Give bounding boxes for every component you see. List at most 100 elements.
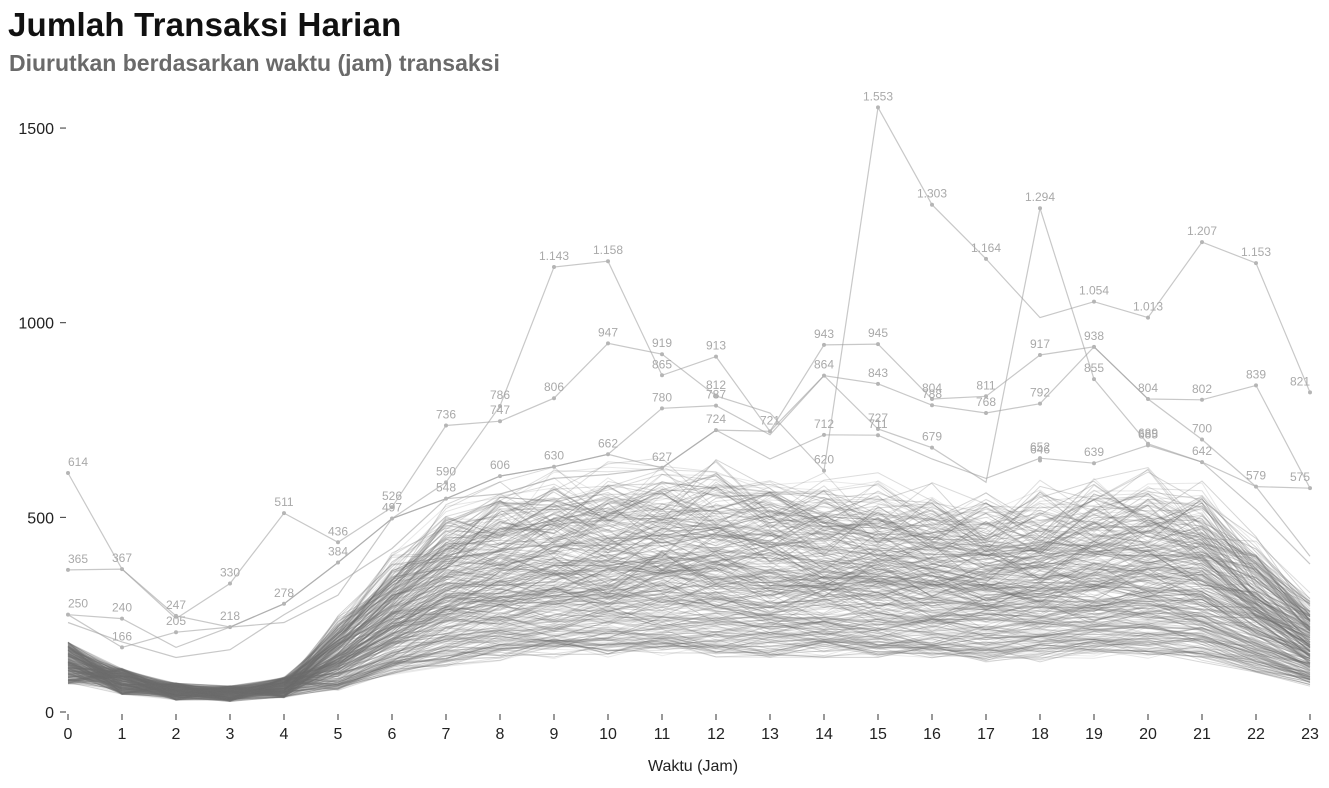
x-tick-label: 8: [496, 726, 505, 743]
bulk-series-line: [67, 548, 1311, 696]
bulk-series-line: [67, 605, 1311, 695]
bulk-series-line: [67, 568, 1311, 696]
bulk-series-line: [67, 588, 1311, 697]
point-marker: [1092, 377, 1096, 382]
bulk-series-line: [67, 618, 1311, 698]
point-label: 1.164: [971, 241, 1001, 255]
bulk-series-line: [67, 621, 1311, 699]
point-label: 679: [922, 430, 942, 444]
point-label: 205: [166, 614, 186, 628]
bulk-series-line: [67, 481, 1311, 702]
bulk-series-line: [67, 598, 1311, 699]
bulk-series-line: [67, 627, 1311, 700]
y-tick-label: 500: [27, 510, 54, 527]
point-marker: [1200, 460, 1204, 465]
bulk-series-line: [67, 492, 1311, 698]
bulk-series-line: [67, 472, 1311, 702]
bulk-series-line: [67, 552, 1311, 701]
point-label: 579: [1246, 469, 1266, 483]
point-label: 788: [922, 387, 942, 401]
bulk-series-line: [67, 537, 1311, 692]
bulk-series-line: [67, 533, 1311, 701]
point-label: 786: [490, 388, 510, 402]
bulk-series-line: [67, 536, 1311, 694]
bulk-series-line: [67, 491, 1311, 696]
bulk-series-line: [67, 557, 1311, 695]
point-label: 1.553: [863, 89, 893, 103]
point-marker: [498, 404, 502, 409]
x-tick-label: 18: [1031, 726, 1049, 743]
bulk-series-line: [67, 535, 1311, 694]
point-marker: [66, 470, 70, 475]
bulk-series-line: [67, 509, 1311, 697]
y-tick-label: 0: [45, 705, 54, 722]
bulk-series-line: [67, 634, 1311, 696]
point-label: 548: [436, 481, 456, 495]
bulk-series-line: [67, 629, 1311, 687]
bulk-series-line: [67, 582, 1311, 699]
point-label: 330: [220, 566, 240, 580]
point-label: 689: [1138, 426, 1158, 440]
bulk-series-line: [67, 554, 1311, 701]
bulk-series-line: [67, 593, 1311, 698]
bulk-series-line: [67, 554, 1311, 699]
bulk-series-line: [67, 521, 1311, 695]
x-tick-label: 10: [599, 726, 617, 743]
x-tick-label: 16: [923, 726, 941, 743]
point-marker: [174, 613, 178, 618]
x-tick-label: 11: [654, 726, 671, 743]
bulk-series-line: [67, 581, 1311, 697]
bulk-series-line: [67, 481, 1311, 698]
bulk-series-line: [67, 641, 1311, 701]
bulk-series-line: [67, 501, 1311, 696]
bulk-series-line: [67, 511, 1311, 700]
point-label: 652: [1030, 440, 1050, 454]
bulk-series-line: [67, 552, 1311, 692]
point-marker: [930, 403, 934, 408]
bulk-series-line: [67, 563, 1311, 697]
bulk-series-line: [67, 529, 1311, 701]
bulk-series-line: [67, 637, 1311, 701]
bulk-series-line: [67, 546, 1311, 697]
bulk-series-line: [67, 598, 1311, 702]
bulk-series-line: [67, 533, 1311, 693]
bulk-series-line: [67, 473, 1311, 701]
bulk-series-line: [67, 538, 1311, 698]
bulk-series-line: [67, 638, 1311, 695]
bulk-series-line: [67, 521, 1311, 695]
point-marker: [984, 394, 988, 399]
point-marker: [1254, 383, 1258, 388]
x-tick-label: 13: [761, 726, 779, 743]
bulk-series-line: [67, 561, 1311, 696]
bulk-series-line: [67, 546, 1311, 699]
bulk-series-line: [67, 614, 1311, 697]
bulk-series-line: [67, 586, 1311, 690]
point-label: 804: [1138, 381, 1158, 395]
bulk-series-line: [67, 469, 1311, 700]
point-marker: [984, 411, 988, 416]
point-label: 864: [814, 358, 834, 372]
point-label: 606: [490, 458, 510, 472]
point-marker: [660, 465, 664, 470]
bulk-series-line: [67, 594, 1311, 701]
bulk-series-line: [67, 551, 1311, 700]
point-label: 436: [328, 524, 348, 538]
bulk-series-line: [67, 639, 1311, 692]
bulk-series-line: [67, 634, 1311, 700]
bulk-series-line: [67, 631, 1311, 700]
point-label: 721: [760, 413, 780, 427]
point-marker: [1146, 397, 1150, 402]
point-marker: [714, 393, 718, 398]
bulk-series-line: [67, 601, 1311, 699]
bulk-series-line: [67, 551, 1311, 694]
point-marker: [660, 352, 664, 357]
bulk-series-line: [67, 474, 1311, 698]
bulk-series-line: [67, 565, 1311, 692]
bulk-series-line: [67, 561, 1311, 701]
bulk-series-line: [67, 580, 1311, 700]
point-marker: [1092, 299, 1096, 304]
bulk-series-line: [67, 643, 1311, 700]
point-marker: [552, 464, 556, 469]
bulk-series-line: [67, 588, 1311, 699]
bulk-series-line: [67, 618, 1311, 699]
